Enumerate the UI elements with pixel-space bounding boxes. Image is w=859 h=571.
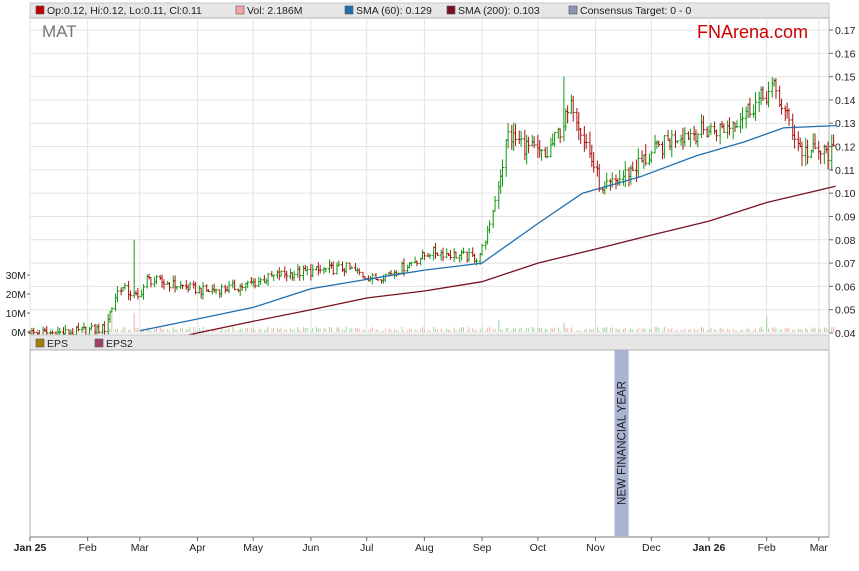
- price-tick-label: 0.12: [835, 142, 856, 154]
- volume-axis: 0M 10M 20M 30M: [6, 270, 30, 339]
- price-tick-label: 0.10: [835, 188, 856, 200]
- price-tick-label: 0.06: [835, 281, 856, 293]
- price-tick-label: 0.07: [835, 258, 856, 270]
- x-tick-label: Nov: [586, 542, 605, 554]
- legend-swatch: [446, 5, 456, 15]
- legend-item: SMA (60): 0.129: [356, 5, 432, 17]
- legend-item: SMA (200): 0.103: [458, 5, 540, 17]
- volume-tick-label: 0M: [11, 327, 26, 339]
- candles: [28, 76, 836, 343]
- marker-label: NEW FINANCIAL YEAR: [617, 381, 629, 505]
- x-tick-label: Mar: [131, 542, 150, 554]
- price-tick-label: 0.08: [835, 235, 856, 247]
- price-panel: [29, 17, 830, 334]
- x-tick-label: Mar: [810, 542, 829, 554]
- eps-legend-bar: [29, 334, 830, 351]
- x-tick-label: Feb: [79, 542, 97, 554]
- x-tick-label: May: [243, 542, 264, 554]
- x-tick-label: Jan 26: [693, 542, 726, 554]
- price-tick-label: 0.15: [835, 72, 856, 84]
- legend: Op:0.12, Hi:0.12, Lo:0.11, Cl:0.11 Vol: 2…: [35, 5, 691, 17]
- eps-legend-item: EPS: [47, 338, 68, 350]
- financial-year-marker: NEW FINANCIAL YEAR: [614, 350, 629, 536]
- price-tick-label: 0.11: [835, 165, 855, 177]
- price-tick-label: 0.13: [835, 118, 856, 130]
- brand-label[interactable]: FNArena.com: [697, 22, 808, 42]
- legend-swatch: [568, 5, 578, 15]
- price-tick-label: 0.14: [835, 95, 856, 107]
- price-axis: 0.04 0.05 0.06 0.07 0.08 0.09 0.10 0.11 0.12 0.13…: [829, 25, 856, 340]
- ticker-label: MAT: [42, 22, 77, 41]
- marker-band: [614, 350, 629, 536]
- legend-item: Op:0.12, Hi:0.12, Lo:0.11, Cl:0.11: [47, 5, 202, 17]
- x-tick-label: Aug: [415, 542, 434, 554]
- price-tick-label: 0.17: [835, 25, 856, 37]
- price-tick-label: 0.09: [835, 211, 856, 223]
- legend-item: Consensus Target: 0 - 0: [580, 5, 691, 17]
- x-tick-label: Sep: [473, 542, 492, 554]
- volume-tick-label: 20M: [6, 289, 26, 301]
- legend-swatch: [344, 5, 354, 15]
- x-tick-label: Apr: [189, 542, 206, 554]
- price-tick-label: 0.16: [835, 48, 856, 60]
- volume-tick-label: 30M: [6, 270, 26, 282]
- eps-legend: EPS EPS2: [35, 338, 133, 350]
- x-tick-label: Jan 25: [14, 542, 47, 554]
- eps-legend-swatch: [94, 338, 104, 348]
- legend-swatch: [35, 5, 45, 15]
- eps-panel: [29, 349, 830, 538]
- x-tick-label: Dec: [642, 542, 661, 554]
- sma200-line: [156, 185, 836, 343]
- volume-tick-label: 10M: [6, 308, 26, 320]
- price-tick-label: 0.04: [835, 328, 856, 340]
- x-axis: Jan 25 Feb Mar Apr May Jun Jul Aug Sep Oct Nov Dec J…: [14, 537, 829, 554]
- x-tick-label: Feb: [758, 542, 776, 554]
- x-tick-label: Jul: [360, 542, 373, 554]
- legend-item: Vol: 2.186M: [247, 5, 302, 17]
- price-tick-label: 0.05: [835, 305, 856, 317]
- legend-swatch: [235, 5, 245, 15]
- eps-legend-item: EPS2: [106, 338, 133, 350]
- sma60-line: [139, 124, 836, 332]
- x-tick-label: Jun: [302, 542, 319, 554]
- x-tick-label: Oct: [530, 542, 546, 554]
- eps-legend-swatch: [35, 338, 45, 348]
